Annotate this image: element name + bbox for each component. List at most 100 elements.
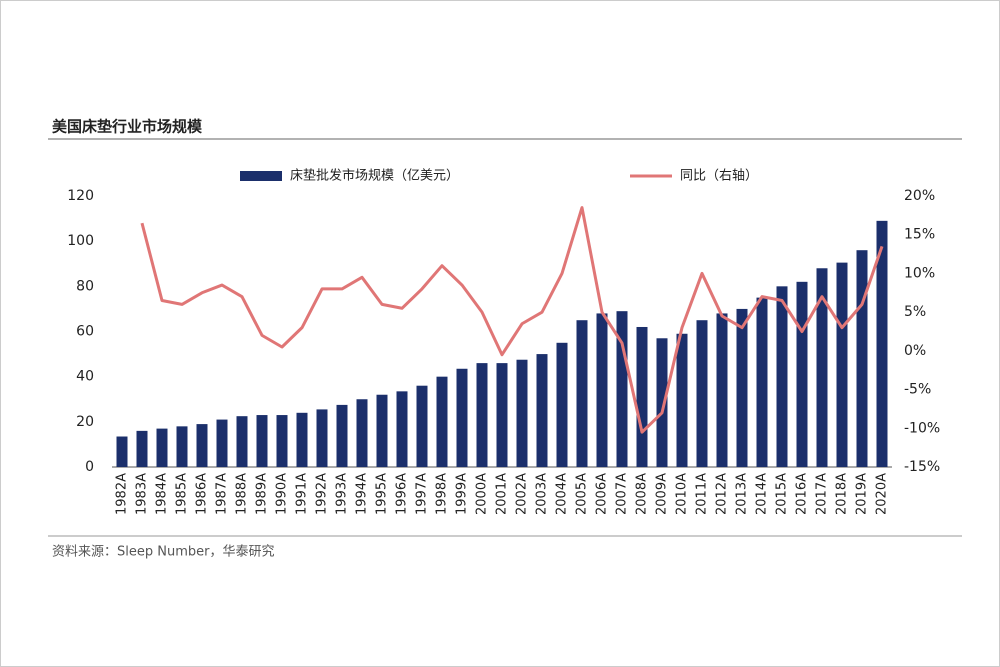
y2-tick-label: 0% bbox=[904, 343, 926, 359]
x-tick-label: 1993A bbox=[335, 473, 350, 515]
x-tick-label: 2018A bbox=[835, 473, 850, 515]
x-tick-label: 1989A bbox=[255, 473, 270, 515]
x-tick-label: 2012A bbox=[715, 473, 730, 515]
y2-tick-label: 10% bbox=[904, 265, 935, 281]
x-tick-label: 2008A bbox=[635, 473, 650, 515]
bar bbox=[276, 415, 288, 467]
y2-tick-label: 15% bbox=[904, 227, 935, 243]
x-tick-label: 2001A bbox=[495, 473, 510, 515]
x-tick-label: 1985A bbox=[175, 473, 190, 515]
bar bbox=[356, 399, 368, 467]
y-tick-label: 100 bbox=[67, 233, 94, 249]
x-tick-label: 2005A bbox=[575, 473, 590, 515]
bar bbox=[376, 394, 388, 467]
x-tick-label: 1998A bbox=[435, 473, 450, 515]
x-tick-label: 1983A bbox=[135, 473, 150, 515]
x-tick-label: 2002A bbox=[515, 473, 530, 515]
bar bbox=[536, 354, 548, 467]
x-tick-label: 2011A bbox=[695, 473, 710, 515]
y2-tick-label: 5% bbox=[904, 304, 926, 320]
source: 资料来源：Sleep Number，华泰研究 bbox=[52, 545, 274, 560]
x-tick-label: 2013A bbox=[735, 473, 750, 515]
x-tick-label: 2015A bbox=[775, 473, 790, 515]
legend-label: 同比（右轴） bbox=[680, 169, 758, 184]
x-tick-label: 2017A bbox=[815, 473, 830, 515]
bar bbox=[836, 262, 848, 467]
bar bbox=[436, 376, 448, 467]
bar bbox=[516, 359, 528, 467]
x-tick-label: 2000A bbox=[475, 473, 490, 515]
y-tick-label: 40 bbox=[76, 369, 94, 385]
bar bbox=[576, 320, 588, 467]
x-tick-label: 1999A bbox=[455, 473, 470, 515]
line bbox=[140, 206, 884, 434]
y2-tick-label: -15% bbox=[904, 459, 940, 475]
x-tick-label: 1990A bbox=[275, 473, 290, 515]
bar bbox=[656, 338, 668, 467]
x-tick-label: 1994A bbox=[355, 473, 370, 515]
bar bbox=[596, 313, 608, 467]
x-tick-label: 1982A bbox=[115, 473, 130, 515]
x-tick-label: 2006A bbox=[595, 473, 610, 515]
bar bbox=[756, 297, 768, 467]
y-tick-label: 80 bbox=[76, 278, 94, 294]
bar bbox=[496, 363, 508, 467]
bar bbox=[256, 415, 268, 467]
bar bbox=[176, 426, 188, 467]
x-tick-label: 1996A bbox=[395, 473, 410, 515]
bar bbox=[696, 320, 708, 467]
bar bbox=[236, 416, 248, 467]
bar bbox=[416, 385, 428, 467]
x-tick-label: 1991A bbox=[295, 473, 310, 515]
x-tick-label: 2020A bbox=[875, 473, 890, 515]
bar bbox=[216, 419, 228, 467]
x-tick-label: 2007A bbox=[615, 473, 630, 515]
bar bbox=[296, 412, 308, 467]
x-tick-label: 1988A bbox=[235, 473, 250, 515]
bar bbox=[856, 250, 868, 467]
x-tick-label: 2003A bbox=[535, 473, 550, 515]
x-tick-label: 2009A bbox=[655, 473, 670, 515]
bar bbox=[316, 409, 328, 467]
x-tick-label: 2019A bbox=[855, 473, 870, 515]
y2-tick-label: -10% bbox=[904, 420, 940, 436]
x-tick-label: 1986A bbox=[195, 473, 210, 515]
bar bbox=[476, 363, 488, 467]
bar bbox=[796, 281, 808, 467]
y-tick-label: 0 bbox=[85, 459, 94, 475]
bar bbox=[136, 430, 148, 467]
y-tick-label: 120 bbox=[67, 188, 94, 204]
bar bbox=[616, 311, 628, 467]
legend-swatch bbox=[240, 171, 282, 181]
bar bbox=[156, 428, 168, 467]
y2-tick-label: 20% bbox=[904, 188, 935, 204]
bar bbox=[336, 404, 348, 467]
x-tick-label: 1987A bbox=[215, 473, 230, 515]
legend-label: 床垫批发市场规模（亿美元） bbox=[290, 168, 459, 184]
chart-title: 美国床垫行业市场规模 bbox=[52, 118, 203, 136]
y-tick-label: 60 bbox=[76, 324, 94, 340]
x-tick-label: 2004A bbox=[555, 473, 570, 515]
bar bbox=[556, 342, 568, 467]
x-tick-label: 2016A bbox=[795, 473, 810, 515]
bar bbox=[776, 286, 788, 467]
x-tick-label: 2014A bbox=[755, 473, 770, 515]
bar bbox=[676, 333, 688, 467]
bar bbox=[116, 436, 128, 467]
x-tick-label: 1997A bbox=[415, 473, 430, 515]
y2-tick-label: -5% bbox=[904, 382, 931, 398]
bar bbox=[456, 368, 468, 467]
x-tick-label: 1995A bbox=[375, 473, 390, 515]
bar bbox=[636, 326, 648, 467]
bar bbox=[816, 268, 828, 467]
x-tick-label: 1992A bbox=[315, 473, 330, 515]
x-tick-label: 2010A bbox=[675, 473, 690, 515]
x-tick-label: 1984A bbox=[155, 473, 170, 515]
y-tick-label: 20 bbox=[76, 414, 94, 430]
bar bbox=[876, 220, 888, 467]
bar bbox=[716, 313, 728, 467]
bar bbox=[396, 391, 408, 467]
bar bbox=[736, 308, 748, 467]
bar bbox=[196, 424, 208, 467]
